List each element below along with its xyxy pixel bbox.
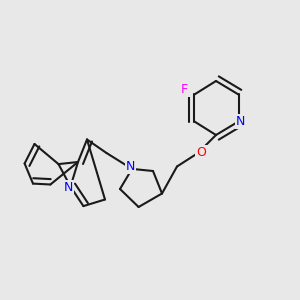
Text: N: N	[63, 181, 73, 194]
Text: F: F	[181, 82, 188, 96]
Text: O: O	[197, 146, 206, 160]
Text: N: N	[126, 160, 135, 173]
Text: N: N	[236, 115, 246, 128]
